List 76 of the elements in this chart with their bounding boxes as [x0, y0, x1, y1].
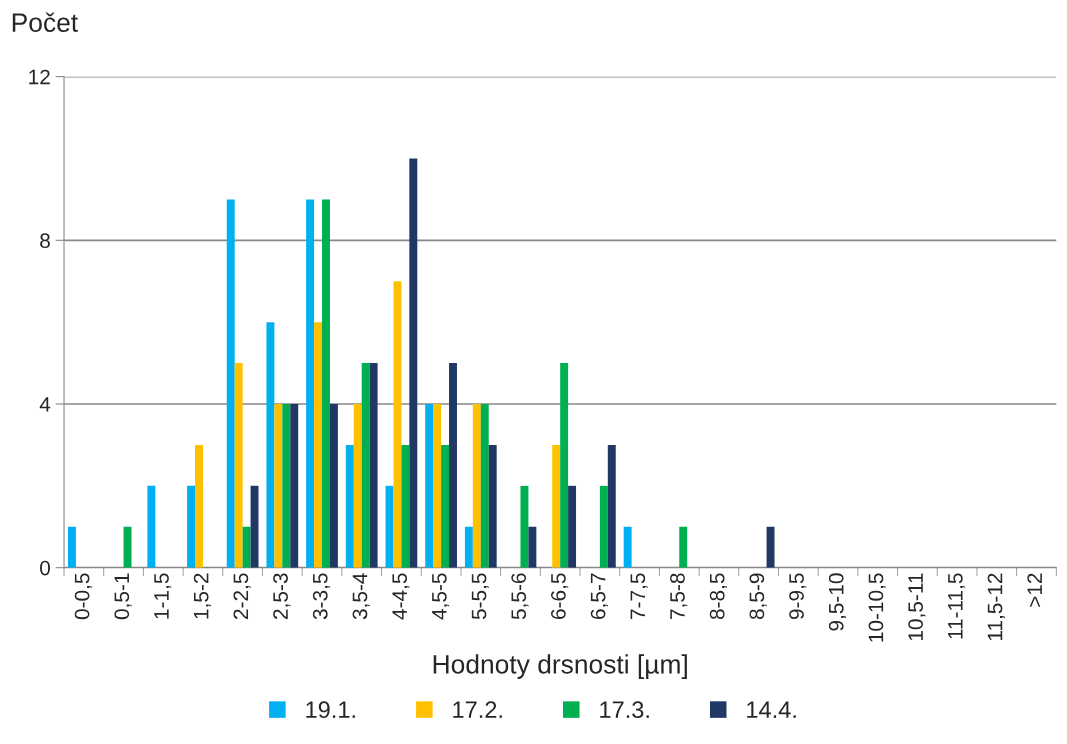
x-tick-label: 3-3,5	[312, 573, 331, 620]
x-tick-label: 10,5-11	[908, 573, 926, 641]
x-tick-label: 4,5-5	[432, 573, 450, 620]
y-axis-title: Počet	[12, 12, 78, 32]
x-tick-label: 5-5,5	[471, 573, 489, 620]
x-tick-label: 2-2,5	[233, 573, 251, 619]
bar	[226, 199, 235, 568]
bar	[472, 403, 481, 568]
x-tick-label: 9-9,5	[789, 573, 807, 620]
legend-label: 19.1.	[306, 701, 355, 719]
x-tick-label: 6,5-7	[590, 573, 608, 619]
x-tick-label: 7,5-8	[670, 573, 688, 619]
bar	[433, 403, 442, 568]
x-tick-label: 2,5-3	[273, 573, 291, 619]
bar	[234, 363, 243, 568]
x-tick-label: 8-8,5	[709, 573, 727, 620]
x-tick-label: 3,5-4	[352, 573, 370, 620]
x-tick-label: 0,5-1	[114, 573, 132, 620]
x-tick-label: 1-1,5	[154, 573, 172, 619]
bar	[568, 485, 577, 568]
x-tick-label: 0-0,5	[74, 573, 92, 620]
bar	[401, 444, 410, 568]
bar	[195, 444, 203, 568]
bar	[266, 322, 275, 568]
bar	[353, 403, 362, 568]
x-tick-label: 4-4,5	[392, 573, 410, 620]
y-tick-label: 4	[39, 397, 51, 412]
bar	[369, 363, 378, 568]
bar	[679, 526, 688, 568]
bar	[623, 526, 632, 568]
bar	[409, 158, 418, 568]
legend-label: 17.3.	[600, 701, 649, 719]
bar	[552, 444, 561, 568]
bar	[361, 363, 370, 568]
x-tick-label: 9,5-10	[828, 573, 847, 631]
bar	[306, 199, 315, 568]
bar	[449, 363, 457, 568]
bar	[393, 281, 402, 568]
bar	[282, 403, 291, 568]
bar	[441, 444, 450, 568]
x-tick-label: 5,5-6	[511, 573, 529, 620]
bar	[274, 403, 283, 568]
bar	[242, 526, 251, 568]
x-tick-label: 11-11,5	[948, 573, 966, 639]
bar	[322, 199, 330, 568]
x-tick-label: 10-10,5	[868, 573, 886, 642]
bar	[187, 485, 195, 568]
bar	[488, 444, 497, 568]
x-tick-label: 7-7,5	[630, 573, 648, 619]
bar	[766, 526, 775, 568]
x-tick-label: 6-6,5	[551, 573, 569, 619]
y-tick-label: 12	[29, 69, 50, 85]
bar	[345, 444, 354, 568]
x-tick-label: >12	[1027, 573, 1042, 607]
bar	[425, 403, 434, 568]
bar	[480, 403, 489, 568]
bar	[599, 485, 608, 568]
legend-label: 17.2.	[453, 701, 502, 718]
bar	[314, 322, 323, 568]
bar	[147, 485, 156, 568]
bar	[250, 485, 259, 568]
x-tick-label: 1,5-2	[193, 573, 211, 619]
y-tick-label: 8	[40, 233, 50, 249]
y-tick-label: 0	[40, 560, 51, 576]
bar	[607, 444, 616, 568]
x-tick-label: 11,5-12	[987, 573, 1005, 641]
x-tick-label: 8,5-9	[749, 573, 767, 620]
bar	[290, 403, 299, 568]
legend-label: 14.4.	[747, 701, 796, 718]
bar	[520, 485, 529, 568]
x-axis-title: Hodnoty drsnosti [µm]	[433, 654, 687, 679]
bar	[528, 526, 537, 568]
bar	[464, 526, 473, 568]
bar	[329, 403, 338, 568]
bar	[67, 526, 76, 568]
bar	[560, 363, 569, 568]
